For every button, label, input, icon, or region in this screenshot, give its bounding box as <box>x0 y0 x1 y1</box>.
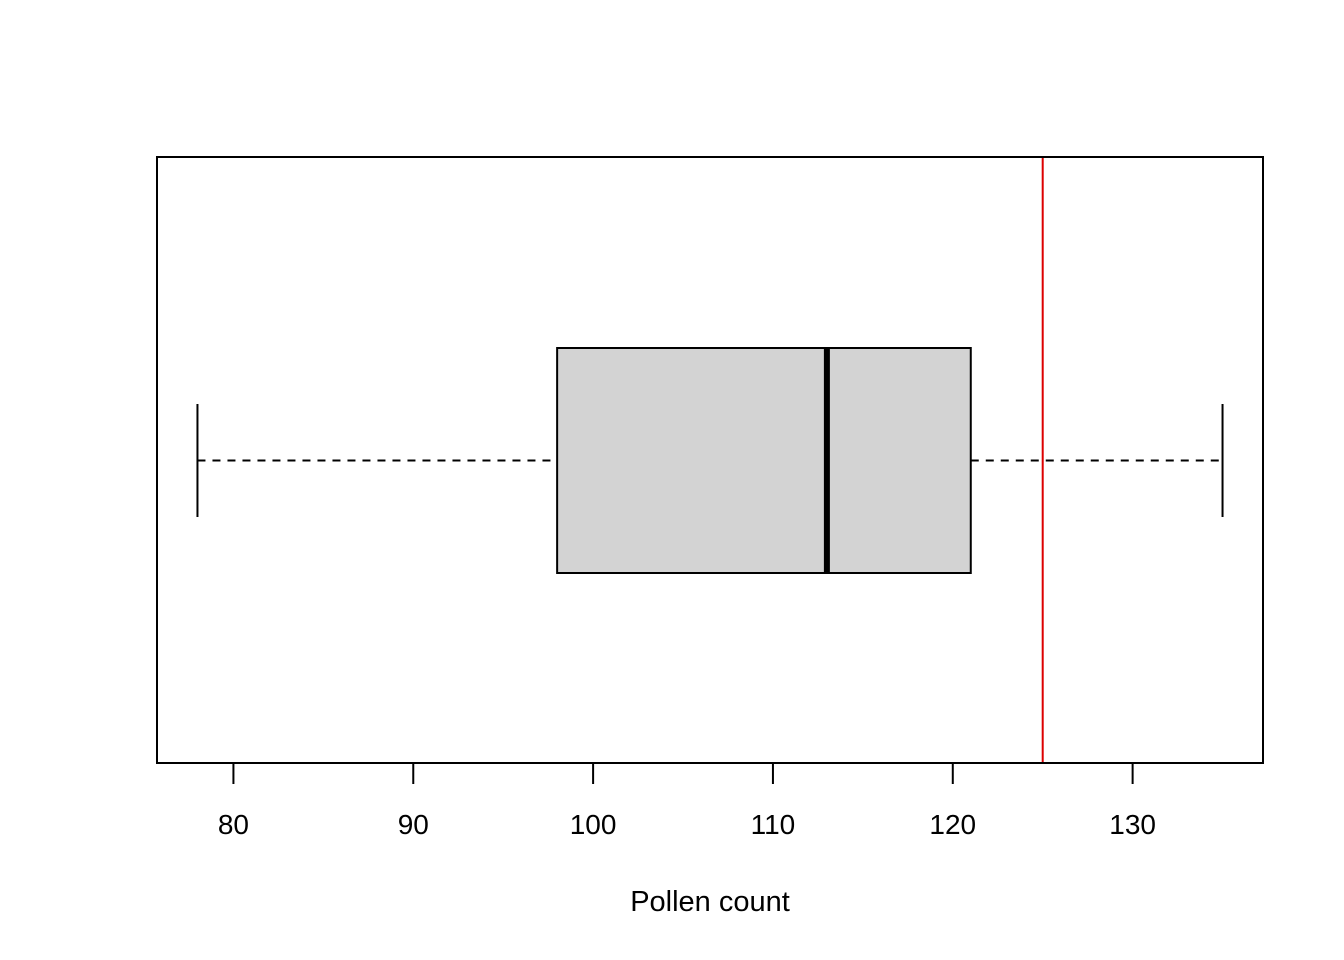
x-tick-label-100: 100 <box>570 809 617 840</box>
x-tick-label-90: 90 <box>398 809 429 840</box>
iqr-box <box>556 347 972 574</box>
plot-marks <box>196 157 1224 763</box>
x-axis-title: Pollen count <box>630 886 790 918</box>
x-tick-label-80: 80 <box>218 809 249 840</box>
x-axis: 80 90 100 110 120 130 <box>218 762 1156 840</box>
x-tick-label-130: 130 <box>1109 809 1156 840</box>
x-tick-label-110: 110 <box>751 809 796 840</box>
x-tick-label-120: 120 <box>929 809 976 840</box>
